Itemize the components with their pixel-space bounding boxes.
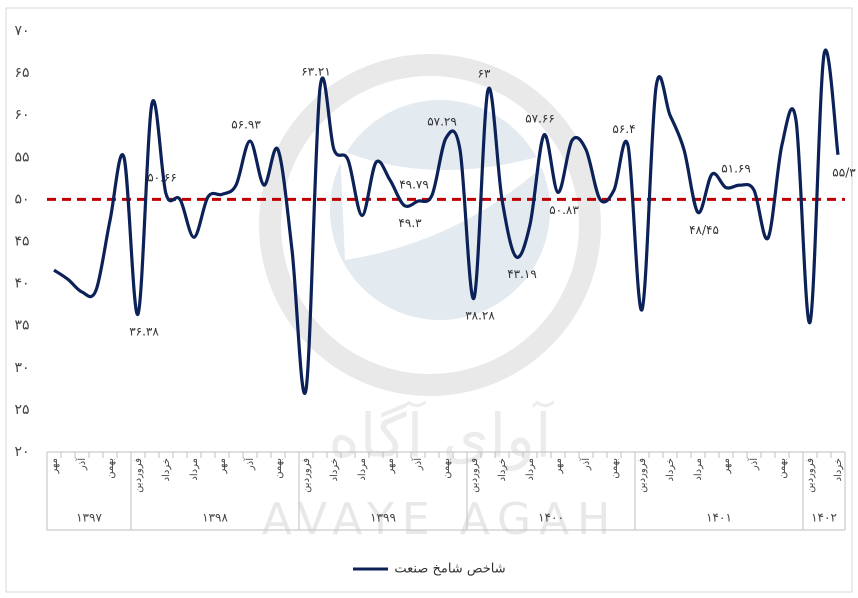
- x-tick-label: مهر: [217, 458, 228, 474]
- x-tick-label: فروردین: [469, 458, 480, 493]
- x-tick-label: مهر: [553, 458, 564, 474]
- x-tick-label: مهر: [49, 458, 60, 474]
- group-label: ۱۳۹۹: [370, 511, 396, 525]
- watermark-en: AVAYE AGAH: [262, 494, 619, 545]
- x-tick-label: آذر: [243, 457, 256, 471]
- x-tick-label: آذر: [747, 457, 760, 471]
- legend-label: شاخص شامخ صنعت: [394, 562, 505, 577]
- y-tick-label: ۳۵: [14, 318, 29, 334]
- data-label: ۴۳.۱۹: [507, 267, 537, 281]
- x-tick-label: بهمن: [777, 458, 788, 479]
- data-label: ۵۶.۹۳: [231, 118, 261, 132]
- x-tick-label: خرداد: [833, 458, 844, 481]
- y-tick-label: ۲۵: [14, 402, 29, 418]
- group-label: ۱۴۰۲: [811, 511, 837, 525]
- group-label: ۱۳۹۷: [76, 511, 102, 525]
- x-tick-label: فروردین: [805, 458, 816, 493]
- x-tick-label: خرداد: [497, 458, 508, 481]
- x-tick-label: مهر: [721, 458, 732, 474]
- y-tick-label: ۵۰: [14, 191, 29, 207]
- y-tick-label: ۴۰: [14, 276, 29, 292]
- x-tick-label: بهمن: [609, 458, 620, 479]
- data-label: ۳۸.۲۸: [465, 309, 495, 323]
- data-label: ۶۳.۲۱: [301, 65, 331, 79]
- x-tick-label: فروردین: [637, 458, 648, 493]
- x-tick-label: بهمن: [105, 458, 116, 479]
- data-label: ۵۵/۳: [832, 165, 856, 179]
- group-label: ۱۴۰۱: [706, 511, 732, 525]
- watermark-logo: [259, 54, 601, 396]
- data-label: ۵۰.۸۳: [549, 203, 579, 217]
- x-tick-label: فروردین: [301, 458, 312, 493]
- data-label: ۴۹.۷۹: [399, 178, 429, 192]
- x-tick-label: خرداد: [665, 458, 676, 481]
- x-tick-label: خرداد: [161, 458, 172, 481]
- y-tick-label: ۷۰: [14, 23, 29, 39]
- y-tick-label: ۴۵: [14, 234, 29, 250]
- data-label: ۳۶.۳۸: [129, 325, 159, 339]
- data-label: ۵۰.۶۶: [147, 170, 177, 184]
- x-tick-label: مرداد: [693, 458, 704, 481]
- x-tick-label: بهمن: [441, 458, 452, 479]
- y-tick-label: ۶۵: [14, 65, 29, 81]
- legend: شاخص شامخ صنعت: [353, 562, 506, 577]
- x-tick-label: مرداد: [357, 458, 368, 481]
- y-tick-label: ۶۰: [14, 107, 29, 123]
- watermark-fa: آوای آگاه: [328, 400, 554, 472]
- x-tick-label: آذر: [75, 457, 88, 471]
- data-label: ۵۷.۶۶: [525, 111, 555, 125]
- x-tick-label: مرداد: [189, 458, 200, 481]
- data-label: ۵۷.۲۹: [427, 115, 457, 129]
- x-tick-label: فروردین: [133, 458, 144, 493]
- data-label: ۵۶.۴: [612, 122, 635, 136]
- y-tick-label: ۲۰: [14, 444, 29, 460]
- x-tick-label: آذر: [579, 457, 592, 471]
- x-tick-label: خرداد: [329, 458, 340, 481]
- series-line: [53, 48, 840, 395]
- x-tick-label: آذر: [411, 457, 424, 471]
- data-label: ۵۱.۶۹: [721, 162, 751, 176]
- x-tick-label: مهر: [385, 458, 396, 474]
- y-tick-label: ۳۰: [14, 360, 29, 376]
- data-label: ۶۳: [478, 66, 491, 80]
- x-tick-label: مرداد: [525, 458, 536, 481]
- x-tick-label: بهمن: [273, 458, 284, 479]
- data-label: ۴۹.۳: [398, 216, 422, 230]
- group-label: ۱۳۹۸: [202, 511, 228, 525]
- group-label: ۱۴۰۰: [538, 511, 564, 525]
- data-label: ۴۸/۴۵: [689, 223, 719, 237]
- y-tick-label: ۵۵: [14, 149, 29, 165]
